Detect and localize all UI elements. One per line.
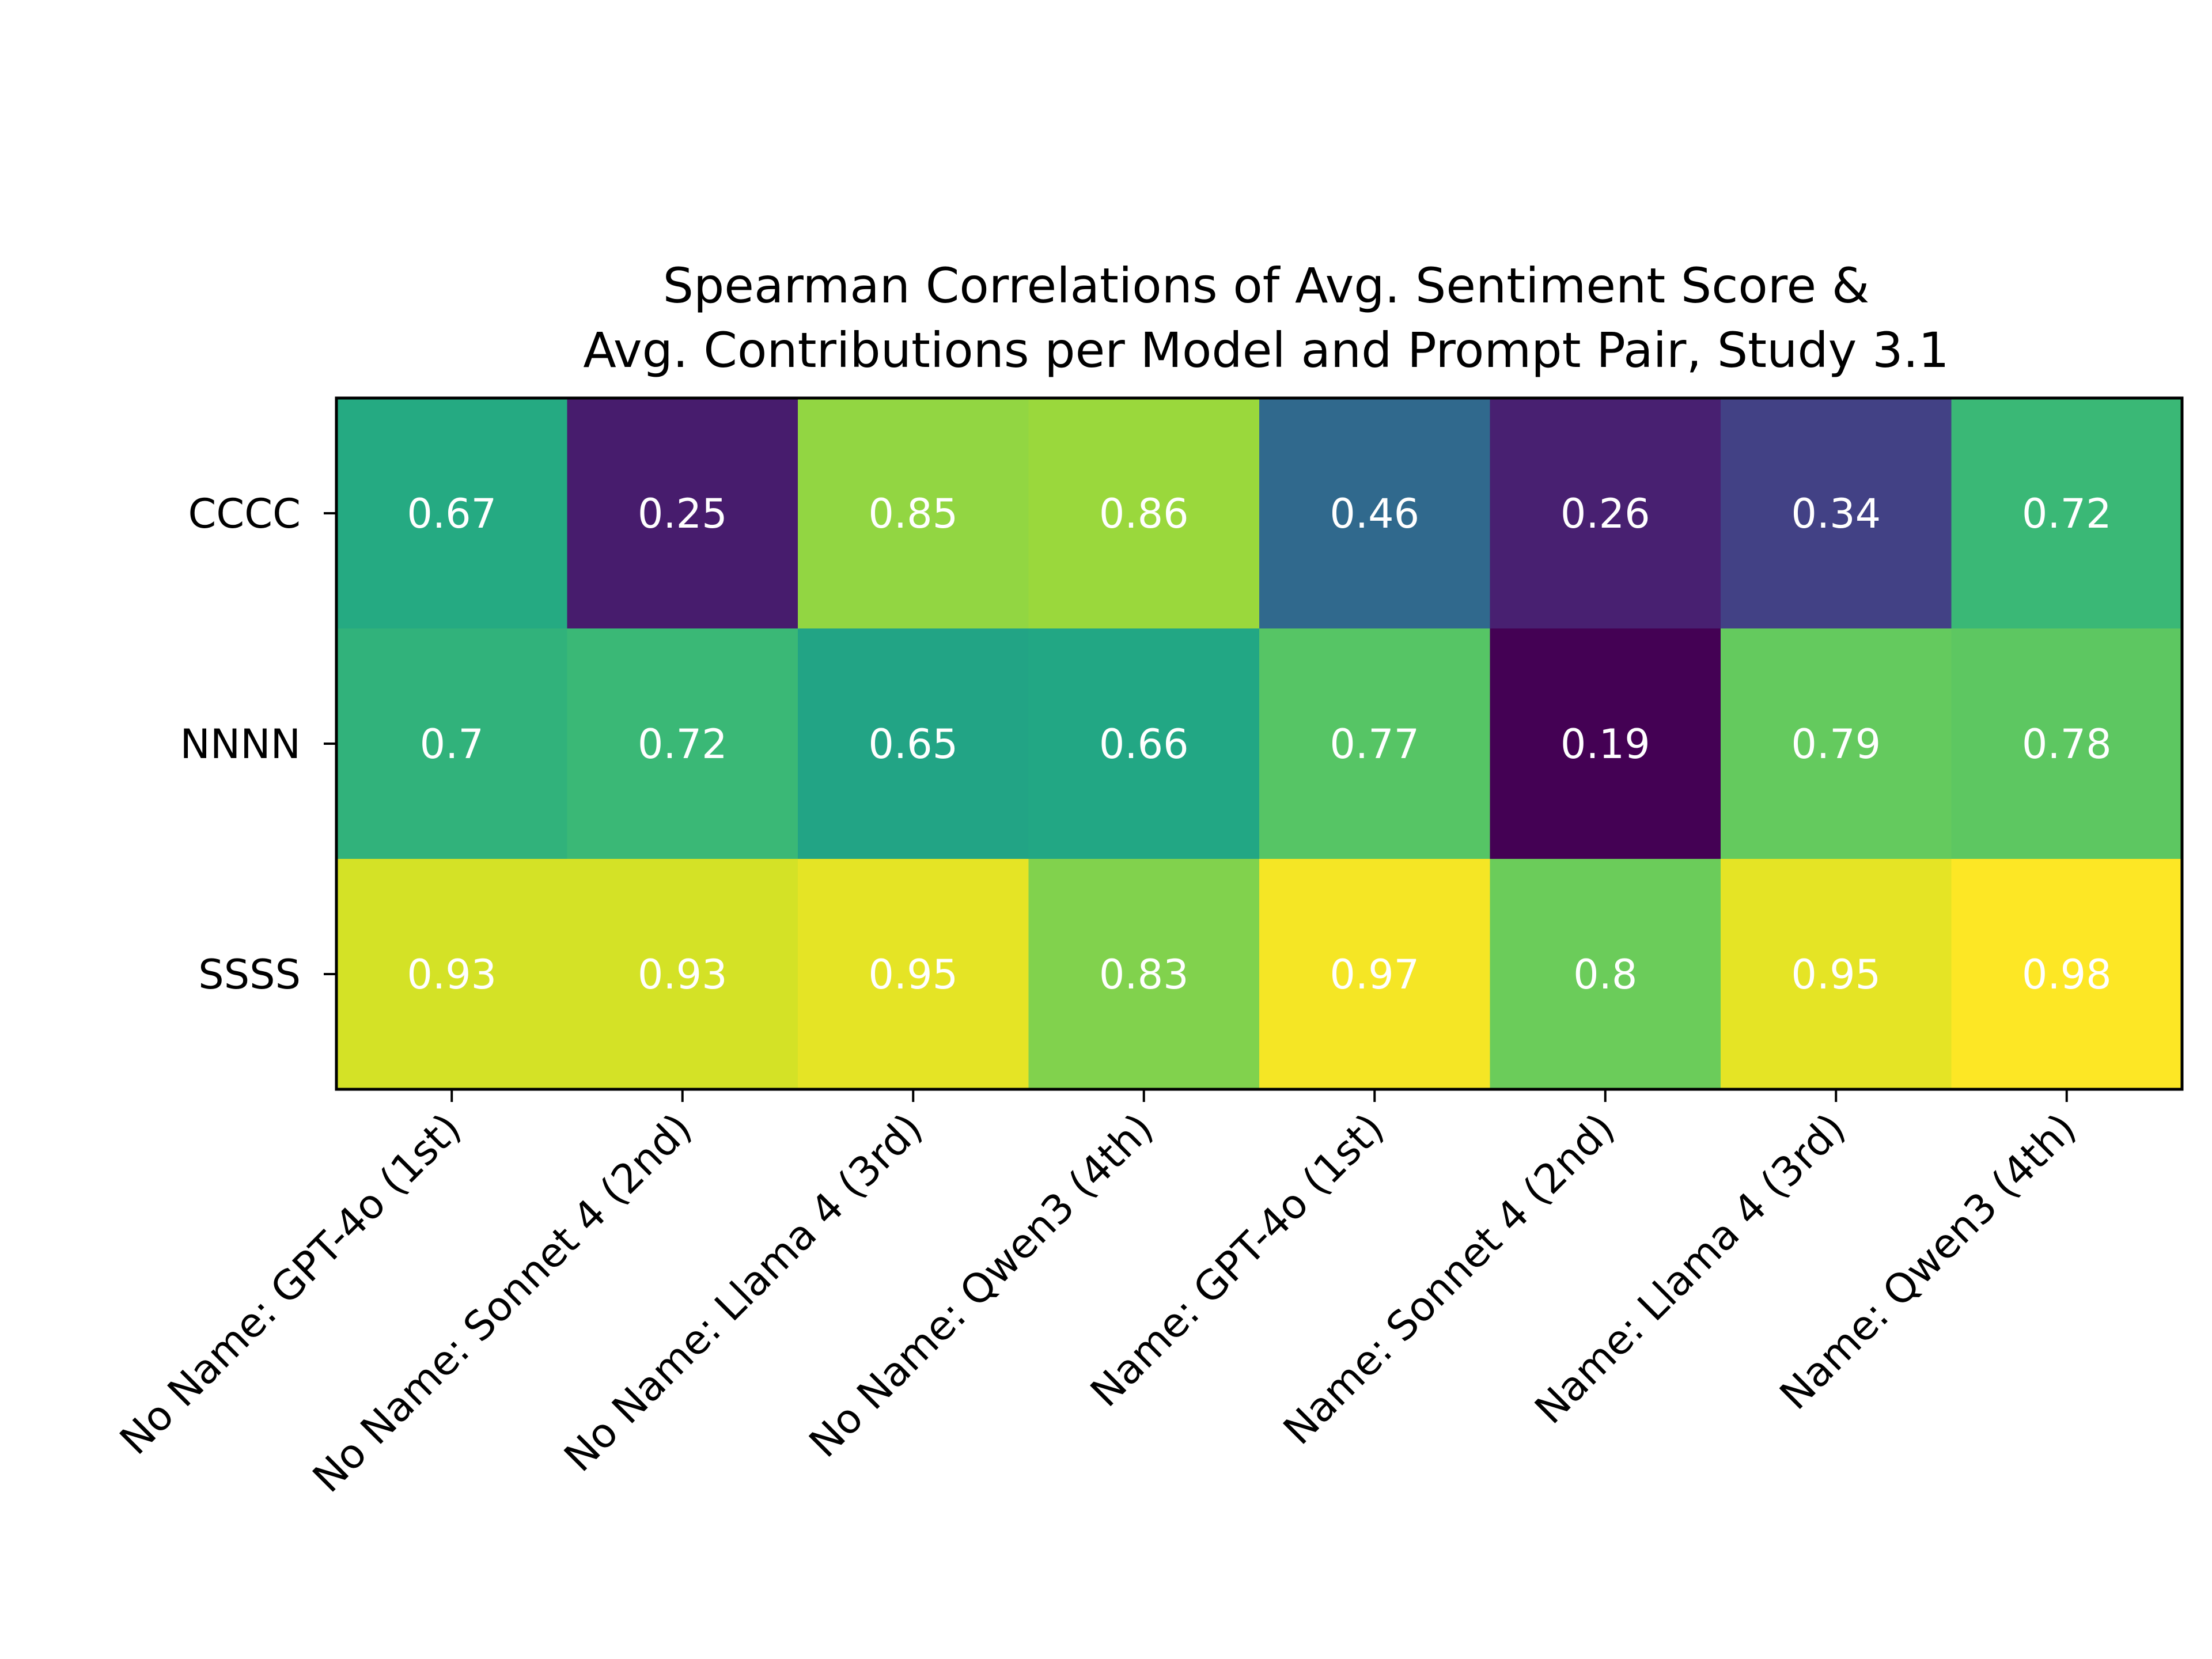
cell-value-label: 0.66 <box>1099 721 1189 768</box>
cell-value-label: 0.72 <box>2022 490 2112 537</box>
heatmap-cell <box>1028 398 1260 629</box>
heatmap-cells <box>336 398 2183 1090</box>
heatmap-cell <box>1259 859 1491 1090</box>
chart-title-line-2: Avg. Contributions per Model and Prompt … <box>583 322 1949 378</box>
heatmap-cell <box>1490 628 1721 859</box>
heatmap-cell-labels: 0.67 0.25 0.85 0.86 0.46 0.26 0.34 0.72 0.7 0.72 0… <box>407 490 2111 998</box>
heatmap-cell <box>798 859 1029 1090</box>
cell-value-label: 0.77 <box>1330 721 1419 768</box>
heatmap-cell <box>1028 859 1260 1090</box>
chart-title-line-1: Spearman Correlations of Avg. Sentiment … <box>663 257 1870 314</box>
heatmap-cell <box>1490 398 1721 629</box>
cell-value-label: 0.86 <box>1099 490 1189 537</box>
heatmap-cell <box>1951 859 2183 1090</box>
cell-value-label: 0.26 <box>1560 490 1650 537</box>
cell-value-label: 0.93 <box>638 951 728 998</box>
heatmap-cell <box>1951 628 2183 859</box>
cell-value-label: 0.93 <box>407 951 497 998</box>
heatmap-cell <box>798 398 1029 629</box>
y-axis: CCCC NNNN SSSS <box>180 490 336 998</box>
heatmap-cell <box>567 859 798 1090</box>
cell-value-label: 0.78 <box>2022 721 2112 768</box>
cell-value-label: 0.98 <box>2022 951 2112 998</box>
cell-value-label: 0.72 <box>638 721 728 768</box>
y-tick-label: CCCC <box>188 490 301 537</box>
cell-value-label: 0.25 <box>638 490 728 537</box>
heatmap-cell <box>336 398 568 629</box>
heatmap-cell <box>567 398 798 629</box>
heatmap-cell <box>1721 398 1952 629</box>
cell-value-label: 0.85 <box>868 490 958 537</box>
cell-value-label: 0.97 <box>1330 951 1419 998</box>
cell-value-label: 0.67 <box>407 490 497 537</box>
cell-value-label: 0.7 <box>420 721 484 768</box>
cell-value-label: 0.19 <box>1560 721 1650 768</box>
cell-value-label: 0.95 <box>1791 951 1881 998</box>
heatmap-cell <box>1259 398 1491 629</box>
cell-value-label: 0.95 <box>868 951 958 998</box>
heatmap-cell <box>1721 628 1952 859</box>
cell-value-label: 0.8 <box>1573 951 1637 998</box>
heatmap-cell <box>336 628 568 859</box>
x-tick-label: No Name: Sonnet 4 (2nd) <box>304 1104 701 1502</box>
y-tick-label: NNNN <box>180 721 301 768</box>
heatmap-cell <box>567 628 798 859</box>
heatmap-cell <box>1490 859 1721 1090</box>
heatmap-cell <box>1028 628 1260 859</box>
heatmap-cell <box>798 628 1029 859</box>
y-tick-label: SSSS <box>198 951 301 998</box>
cell-value-label: 0.83 <box>1099 951 1189 998</box>
heatmap-cell <box>1259 628 1491 859</box>
cell-value-label: 0.34 <box>1791 490 1881 537</box>
heatmap-cell <box>1721 859 1952 1090</box>
heatmap-cell <box>336 859 568 1090</box>
x-axis: No Name: GPT-4o (1st)No Name: Sonnet 4 (… <box>111 1089 2085 1502</box>
cell-value-label: 0.46 <box>1330 490 1419 537</box>
cell-value-label: 0.65 <box>868 721 958 768</box>
cell-value-label: 0.79 <box>1791 721 1881 768</box>
heatmap-cell <box>1951 398 2183 629</box>
